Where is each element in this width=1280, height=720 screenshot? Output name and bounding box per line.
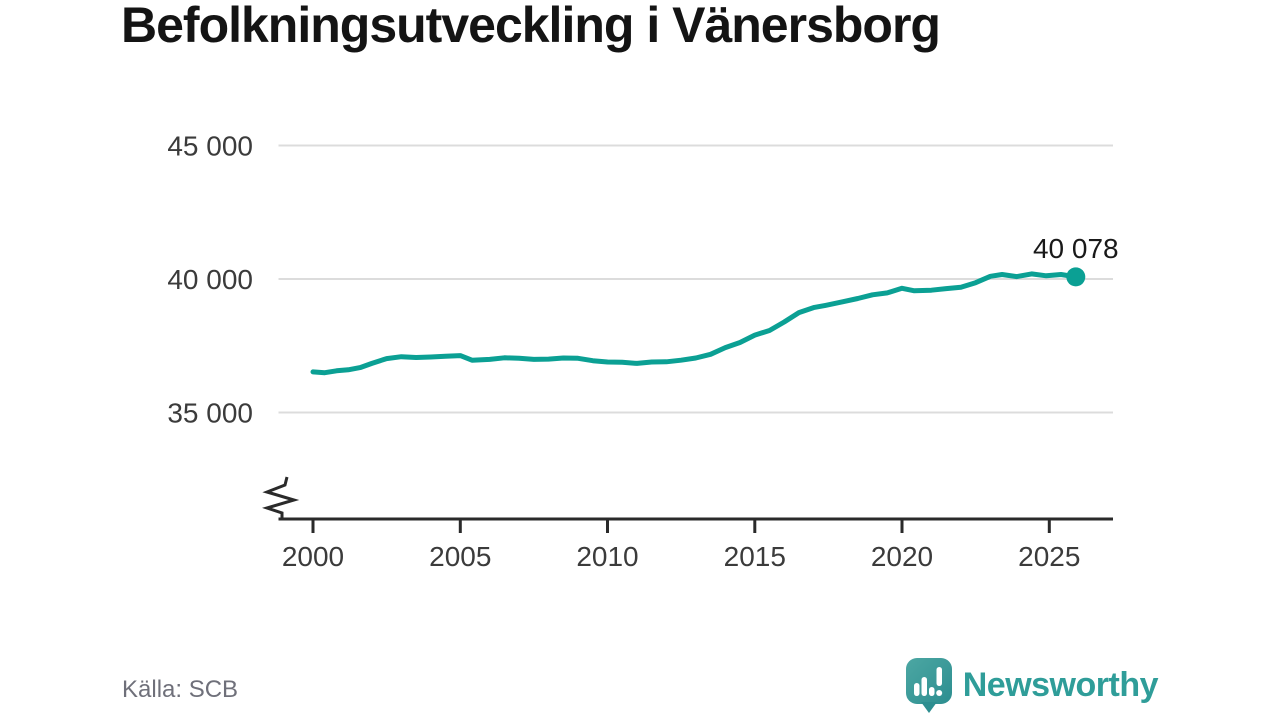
exclamation-dot-icon: [935, 690, 942, 696]
population-line: [310, 271, 1079, 376]
newsworthy-logo: Newsworthy: [905, 657, 1159, 714]
source-label: Källa: SCB: [122, 676, 239, 703]
bar-icon-3: [928, 687, 935, 696]
x-axis-tick-label: 2015: [724, 541, 786, 572]
newsworthy-bubble-chart-icon: [905, 658, 952, 713]
y-axis-tick-label: 40 000: [167, 264, 253, 295]
x-axis-tick-label: 2020: [871, 541, 933, 572]
exclamation-bar-icon: [936, 667, 942, 686]
speech-bubble-tail: [920, 702, 937, 713]
bar-icon-1: [913, 683, 920, 696]
speech-bubble-shape: [905, 658, 952, 704]
chart-title: Befolkningsutveckling i Vänersborg: [121, 0, 941, 53]
latest-value-dot: [1066, 267, 1086, 287]
x-axis-tick-label: 2005: [429, 541, 491, 572]
latest-value-label: 40 078: [1033, 233, 1119, 264]
x-axis-tick-label: 2025: [1018, 541, 1080, 572]
axis-break-icon: [262, 476, 300, 519]
y-axis-tick-label: 45 000: [167, 131, 253, 162]
x-axis-tick-label: 2000: [282, 541, 344, 572]
newsworthy-wordmark: Newsworthy: [962, 666, 1159, 704]
y-axis-tick-label: 35 000: [167, 398, 253, 429]
x-axis-tick-label: 2010: [576, 541, 638, 572]
bar-icon-2: [921, 677, 927, 696]
